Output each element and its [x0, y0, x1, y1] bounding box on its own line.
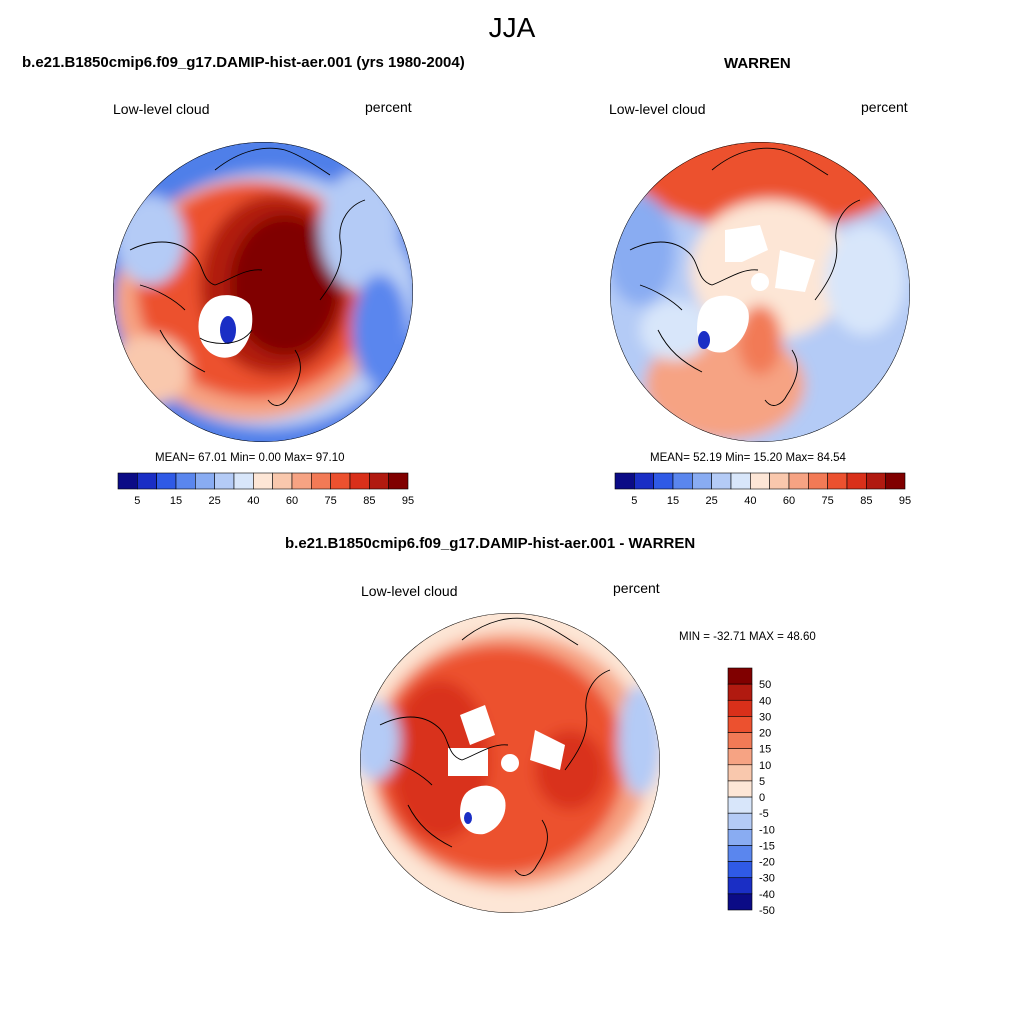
panel3-colorbar-tick-label: -5	[759, 808, 769, 820]
panel1-colorbar-swatch	[388, 472, 409, 490]
panel3-colorbar-swatch	[727, 764, 753, 782]
panel2-colorbar-tick-label: 15	[667, 495, 679, 507]
panel1-colorbar-tick-label: 75	[325, 495, 337, 507]
panel3-colorbar-swatch	[727, 748, 753, 766]
panel1-polar-map	[113, 142, 413, 442]
panel2-colorbar-swatch	[846, 472, 867, 490]
panel3-title: b.e21.B1850cmip6.f09_g17.DAMIP-hist-aer.…	[285, 535, 696, 552]
panel3-colorbar-swatch	[727, 893, 753, 911]
panel1-colorbar-swatch	[175, 472, 196, 490]
panel2-colorbar-swatch	[788, 472, 809, 490]
panel2-colorbar-swatch	[769, 472, 790, 490]
panel3-colorbar-swatch	[727, 845, 753, 862]
panel3-colorbar-tick-label: -30	[759, 873, 775, 885]
panel3-colorbar-swatch	[727, 812, 753, 830]
panel3-colorbar-tick-label: -40	[759, 889, 775, 901]
panel3-colorbar-tick-label: 5	[759, 776, 765, 788]
panel2-colorbar-tick-label: 75	[822, 495, 834, 507]
panel2-colorbar-swatch	[711, 472, 732, 490]
panel3-colorbar-swatch	[727, 667, 753, 685]
panel1-colorbar-tick-label: 95	[402, 495, 414, 507]
panel3-colorbar-swatch	[727, 683, 753, 701]
panel3-colorbar-tick-label: 15	[759, 744, 771, 756]
panel1-colorbar-swatch	[330, 472, 351, 490]
panel2-colorbar-swatch	[634, 472, 654, 490]
panel1-colorbar-tick-label: 40	[247, 495, 259, 507]
panel2-colorbar-tick-label: 60	[783, 495, 795, 507]
panel1-colorbar-tick-label: 15	[170, 495, 182, 507]
panel1-colorbar: 5 15 25 40 60 75 85 95	[117, 472, 414, 507]
panel3-colorbar-swatch	[727, 732, 753, 749]
panel3-colorbar-tick-label: 50	[759, 679, 771, 691]
panel1-colorbar-swatch	[233, 472, 254, 490]
panel2-title: WARREN	[724, 55, 791, 72]
panel1-units: percent	[365, 99, 412, 115]
panel3-colorbar-tick-label: 0	[759, 792, 765, 804]
panel2-colorbar-swatch	[692, 472, 712, 490]
panel2-colorbar-swatch	[827, 472, 848, 490]
panel2-units: percent	[861, 99, 908, 115]
panel2-colorbar-tick-label: 40	[744, 495, 756, 507]
panel2-colorbar-tick-label: 5	[631, 495, 637, 507]
panel1-colorbar-swatch	[156, 472, 177, 490]
panel1-colorbar-swatch	[272, 472, 293, 490]
panel1-variable: Low-level cloud	[113, 101, 210, 117]
panel2-colorbar-swatch	[614, 472, 635, 490]
panel1-colorbar-swatch	[311, 472, 331, 490]
panel1-stats: MEAN= 67.01 Min= 0.00 Max= 97.10	[155, 452, 345, 464]
panel3-colorbar-tick-label: -15	[759, 840, 775, 852]
panel2-variable: Low-level cloud	[609, 101, 706, 117]
panel1-colorbar-swatch	[253, 472, 273, 490]
panel1-colorbar-swatch	[137, 472, 157, 490]
panel2-colorbar-tick-label: 95	[899, 495, 911, 507]
figure-title: JJA	[488, 12, 536, 43]
panel1-colorbar-tick-label: 85	[363, 495, 375, 507]
panel3-units: percent	[613, 580, 660, 596]
panel2-colorbar-swatch	[653, 472, 674, 490]
panel1-colorbar-tick-label: 60	[286, 495, 298, 507]
panel2-colorbar-tick-label: 25	[706, 495, 718, 507]
panel2-colorbar-swatch	[885, 472, 906, 490]
panel3-colorbar-tick-label: 20	[759, 728, 771, 740]
panel2-colorbar-swatch	[750, 472, 770, 490]
panel1-colorbar-swatch	[214, 472, 235, 490]
panel2-colorbar-swatch	[672, 472, 693, 490]
panel2-colorbar: 5 15 25 40 60 75 85 95	[614, 472, 911, 507]
panel2-polar-map	[610, 142, 910, 442]
panel1-colorbar-swatch	[369, 472, 389, 490]
panel3-stats: MIN = -32.71 MAX = 48.60	[679, 631, 816, 643]
panel3-colorbar-swatch	[727, 780, 753, 798]
panel3-colorbar-swatch	[727, 829, 753, 846]
panel1-colorbar-tick-label: 5	[134, 495, 140, 507]
panel1-colorbar-swatch	[195, 472, 215, 490]
panel1-colorbar-swatch	[117, 472, 138, 490]
panel1-title: b.e21.B1850cmip6.f09_g17.DAMIP-hist-aer.…	[22, 54, 465, 71]
panel3-colorbar-swatch	[727, 716, 753, 733]
panel3-colorbar-tick-label: -50	[759, 905, 775, 917]
panel2-stats: MEAN= 52.19 Min= 15.20 Max= 84.54	[650, 452, 846, 464]
panel3-variable: Low-level cloud	[361, 583, 458, 599]
panel1-colorbar-tick-label: 25	[209, 495, 221, 507]
panel3-colorbar-tick-label: -10	[759, 824, 775, 836]
panel3-colorbar-tick-label: 30	[759, 711, 771, 723]
panel3-colorbar-tick-label: -20	[759, 857, 775, 869]
panel3-colorbar-swatch	[727, 699, 753, 717]
panel2-colorbar-swatch	[730, 472, 751, 490]
panel3-colorbar-tick-label: 10	[759, 760, 771, 772]
panel3-colorbar-tick-label: 40	[759, 695, 771, 707]
panel2-colorbar-swatch	[866, 472, 886, 490]
panel3-polar-map	[360, 613, 660, 913]
panel2-colorbar-tick-label: 85	[860, 495, 872, 507]
panel2-colorbar-swatch	[808, 472, 828, 490]
panel1-colorbar-swatch	[349, 472, 370, 490]
panel3-colorbar-swatch	[727, 796, 753, 814]
panel3-colorbar-swatch	[727, 877, 753, 895]
panel3-colorbar-swatch	[727, 861, 753, 879]
panel1-colorbar-swatch	[291, 472, 312, 490]
